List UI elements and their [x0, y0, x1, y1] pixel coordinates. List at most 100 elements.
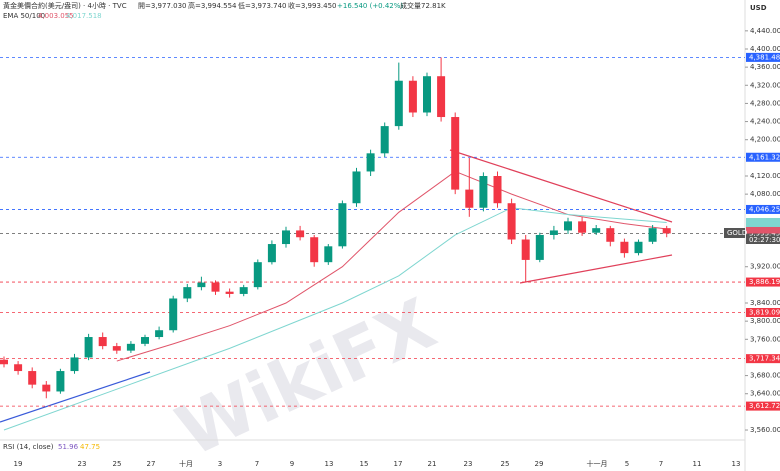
candle-body: [155, 330, 164, 338]
y-tick-label: 4,360.000: [750, 63, 780, 71]
x-tick-label: 23: [464, 460, 473, 468]
price-tag: [746, 354, 780, 364]
candle-body: [423, 76, 431, 113]
candle-body: [211, 282, 220, 292]
candle-body: [535, 234, 544, 260]
candle-body: [141, 337, 149, 344]
candle-body: [324, 246, 333, 263]
ema-100-value: 4,017.518: [66, 12, 102, 20]
candle-body: [648, 228, 657, 242]
y-tick-label: 4,200.000: [750, 136, 780, 144]
ohlc-low: 低=3,973.740: [238, 1, 287, 10]
candle-body: [126, 343, 135, 351]
candle-body: [56, 371, 65, 392]
candle-body: [0, 359, 8, 365]
candle-body: [42, 384, 51, 392]
x-tick-label: 7: [659, 460, 663, 468]
price-tag-label: 4,381.484: [749, 53, 780, 61]
ema-tag: [746, 217, 780, 227]
candle-body: [169, 298, 178, 331]
candle-body: [465, 189, 474, 208]
price-tag-label: 3,717.348: [749, 355, 780, 363]
price-tag: [746, 277, 780, 287]
x-tick-label: 3: [218, 460, 222, 468]
candle-body: [493, 176, 502, 204]
candle-body: [14, 364, 23, 372]
x-tick-label: 27: [147, 460, 156, 468]
candle-body: [267, 244, 276, 263]
x-tick-label: 十一月: [587, 459, 608, 468]
price-tag: [746, 152, 780, 162]
price-tag-label: 4,046.252: [749, 205, 780, 213]
x-tick-label: 25: [113, 460, 122, 468]
candle-body: [479, 176, 488, 208]
rsi-ma-value: 47.75: [80, 443, 100, 451]
price-tag-label: 4,161.320: [749, 153, 780, 161]
candle-body: [662, 228, 671, 234]
candle-body: [296, 230, 305, 238]
candle-body: [451, 117, 460, 190]
candle-body: [183, 287, 192, 299]
x-tick-label: 29: [535, 460, 544, 468]
candle-body: [352, 171, 361, 204]
candle-body: [98, 337, 107, 347]
trend-line: [0, 371, 151, 423]
x-tick-label: 13: [325, 460, 334, 468]
candle-body: [394, 80, 403, 127]
price-tag: [746, 401, 780, 411]
candle-body: [338, 203, 347, 247]
currency: USD: [750, 4, 767, 12]
ticker: GOLD: [727, 229, 747, 237]
y-tick-label: 4,320.000: [750, 81, 780, 89]
candle-body: [282, 230, 290, 245]
y-tick-label: 3,800.000: [750, 317, 780, 325]
candle-body: [366, 153, 375, 172]
ema-line: [116, 170, 667, 362]
y-tick-label: 4,120.000: [750, 172, 780, 180]
candle-body: [606, 228, 615, 242]
countdown-tag: [746, 236, 780, 244]
trend-line: [519, 254, 673, 284]
trend-line: [449, 149, 673, 223]
ema-50-value: 4,003.055: [38, 12, 74, 20]
price-tag-label: 3,886.199: [749, 278, 780, 286]
candle-body: [197, 282, 206, 288]
y-tick-label: 4,400.000: [750, 45, 780, 53]
ohlc-close: 收=3,993.450: [288, 1, 337, 10]
candle-body: [521, 239, 530, 260]
candle-body: [112, 346, 121, 351]
x-tick-label: 21: [428, 460, 437, 468]
y-tick-label: 3,560.000: [750, 426, 780, 434]
x-tick-label: 13: [732, 460, 741, 468]
candle-body: [564, 221, 572, 231]
x-tick-label: 11: [693, 460, 702, 468]
change: +16.540 (+0.42%): [337, 2, 403, 10]
candle-body: [620, 241, 629, 254]
volume: 成交量72.81K: [400, 1, 446, 10]
y-tick-label: 3,760.000: [750, 335, 780, 343]
price-tag-label: 3,612.720: [749, 402, 780, 410]
symbol: 黃金美價合約(美元/盎司) · 4小時 · TVC: [3, 1, 127, 10]
candle-body: [592, 228, 601, 233]
candle-body: [310, 237, 319, 263]
x-tick-label: 25: [501, 460, 510, 468]
candle-body: [253, 262, 262, 288]
candle-body: [634, 241, 643, 254]
candle-body: [225, 291, 234, 294]
candle-body: [549, 230, 558, 235]
y-tick-label: 3,840.000: [750, 299, 780, 307]
price-tag: [746, 52, 780, 62]
candle-body: [380, 126, 389, 154]
y-tick-label: 3,640.000: [750, 390, 780, 398]
candle-body: [28, 371, 37, 385]
price-tag: [746, 307, 780, 317]
y-tick-label: 4,440.000: [750, 27, 780, 35]
x-tick-label: 十月: [179, 459, 193, 468]
candle-body: [437, 76, 446, 118]
candle-body: [408, 80, 417, 113]
y-tick-label: 4,280.000: [750, 99, 780, 107]
x-tick-label: 9: [290, 460, 294, 468]
candle-body: [507, 203, 516, 240]
